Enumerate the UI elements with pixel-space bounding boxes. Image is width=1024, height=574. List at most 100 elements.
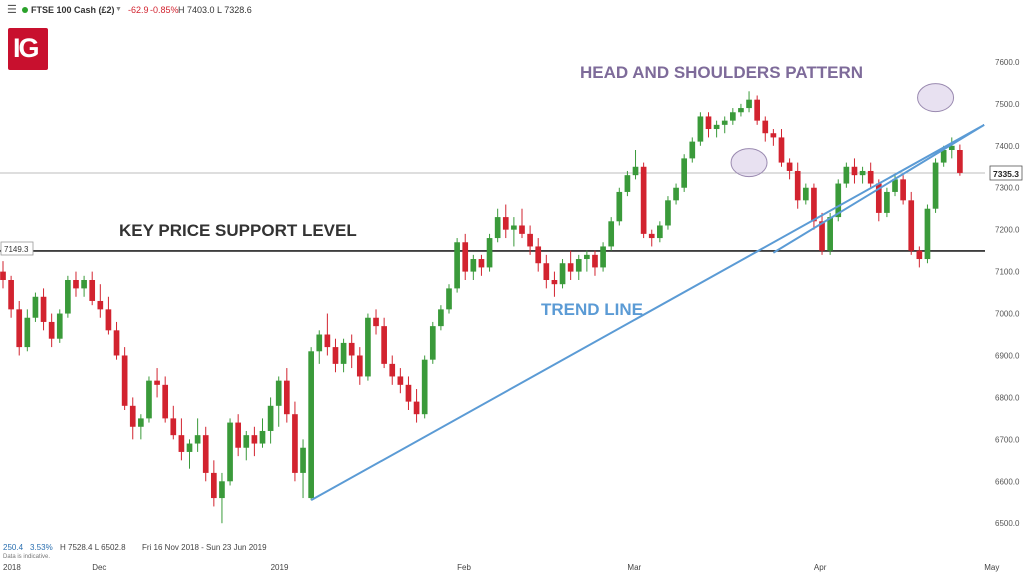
- candle-body: [567, 263, 574, 272]
- candle-body: [454, 242, 460, 289]
- x-tick-label: Mar: [627, 563, 641, 572]
- y-tick-label: 7400.0: [995, 142, 1020, 151]
- candle-body: [494, 217, 501, 239]
- candle-body: [251, 435, 258, 444]
- x-tick-label: May: [984, 563, 999, 572]
- candle-body: [713, 124, 720, 130]
- candle-body: [56, 313, 63, 339]
- x-tick-label: 2018: [3, 563, 21, 572]
- y-tick-label: 6800.0: [995, 393, 1020, 402]
- candle-body: [348, 342, 355, 356]
- instrument-header: ☰ FTSE 100 Cash (£2) ▼ -62.9 -0.85% H 74…: [0, 0, 1024, 20]
- candle-body: [89, 280, 96, 301]
- logo-text: IG: [13, 33, 39, 63]
- candle-body: [283, 380, 290, 415]
- chart-footer: 250.4 3.53% H 7528.4 L 6502.8 Fri 16 Nov…: [0, 540, 980, 574]
- candle-body: [721, 120, 728, 125]
- live-status-dot: [22, 7, 28, 13]
- pattern-annotation: HEAD AND SHOULDERS PATTERN: [580, 63, 863, 82]
- candle-body: [624, 175, 631, 192]
- head-marker: [917, 83, 955, 113]
- candle-body: [275, 380, 282, 406]
- candle-body: [356, 355, 363, 377]
- candle-body: [324, 334, 331, 348]
- y-axis: 7600.0 7500.0 7400.0 7300.0 7200.0 7100.0 7000…: [995, 58, 1020, 528]
- candle-body: [170, 418, 177, 436]
- candle-body: [551, 280, 558, 285]
- candle-body: [16, 309, 23, 348]
- candle-body: [665, 200, 671, 226]
- support-annotation: KEY PRICE SUPPORT LEVEL: [119, 221, 357, 240]
- candle-body: [632, 166, 639, 176]
- ig-logo: IG: [8, 28, 48, 70]
- candle-body: [397, 376, 404, 385]
- candle-body: [957, 150, 963, 173]
- candle-body: [194, 435, 201, 444]
- candle-body: [259, 430, 266, 444]
- candle-body: [178, 435, 185, 452]
- candle-body: [948, 145, 955, 150]
- candle-body: [405, 384, 412, 402]
- candle-body: [689, 141, 696, 159]
- candle-body: [300, 447, 306, 473]
- candle-body: [81, 280, 87, 289]
- candle-body: [32, 296, 39, 318]
- candle-body: [243, 435, 250, 448]
- candle-body: [316, 334, 323, 352]
- candle-body: [373, 317, 379, 327]
- candle-body: [202, 435, 209, 473]
- candle-body: [608, 221, 615, 247]
- candle-body: [827, 217, 833, 251]
- candle-body: [389, 363, 396, 377]
- candle-body: [543, 263, 550, 280]
- chevron-down-icon[interactable]: ▼: [115, 6, 122, 13]
- candle-body: [365, 317, 371, 377]
- candle-body: [438, 309, 444, 327]
- candle-body: [511, 225, 517, 230]
- candle-body: [105, 309, 112, 331]
- candle-body: [73, 280, 79, 289]
- candle-body: [8, 280, 14, 310]
- y-tick-label: 6500.0: [995, 519, 1020, 528]
- candle-body: [129, 405, 136, 427]
- candle-body: [154, 380, 160, 385]
- candle-body: [900, 179, 906, 201]
- left-shoulder-marker: [730, 148, 768, 178]
- support-level-label: 7149.3: [0, 241, 34, 256]
- candle-body: [146, 380, 152, 419]
- x-axis: 2018Dec2019FebMarAprMayJun: [3, 563, 999, 572]
- x-tick-label: Feb: [457, 563, 471, 572]
- x-tick-label: Dec: [92, 563, 106, 572]
- candle-body: [470, 259, 477, 272]
- candle-body: [616, 191, 623, 222]
- candle-body: [802, 187, 809, 201]
- candle-body: [40, 296, 47, 322]
- y-tick-label: 7200.0: [995, 226, 1020, 235]
- candle-body: [673, 187, 679, 201]
- instrument-name[interactable]: FTSE 100 Cash (£2): [31, 5, 115, 15]
- candle-body: [227, 422, 233, 482]
- candle-body: [413, 401, 420, 415]
- candle-body: [778, 137, 785, 163]
- candle-body: [762, 120, 769, 134]
- candle-body: [462, 242, 469, 272]
- candle-body: [648, 233, 655, 239]
- candle-body: [575, 259, 582, 272]
- x-tick-label: Apr: [814, 563, 827, 572]
- data-disclaimer: Data is indicative.: [3, 554, 51, 560]
- candle-body: [875, 183, 882, 213]
- candle-body: [892, 179, 898, 192]
- y-tick-label: 7500.0: [995, 100, 1020, 109]
- candle-body: [267, 405, 274, 431]
- candle-body: [916, 250, 923, 260]
- candle-body: [186, 443, 193, 452]
- candle-body: [786, 162, 793, 171]
- candle-body: [519, 225, 525, 234]
- candle-body: [729, 112, 736, 121]
- candle-body: [559, 263, 566, 285]
- hamburger-menu-icon[interactable]: ☰: [7, 4, 17, 16]
- candle-body: [843, 166, 850, 184]
- price-change: -62.9: [128, 5, 149, 15]
- candles: [0, 91, 963, 524]
